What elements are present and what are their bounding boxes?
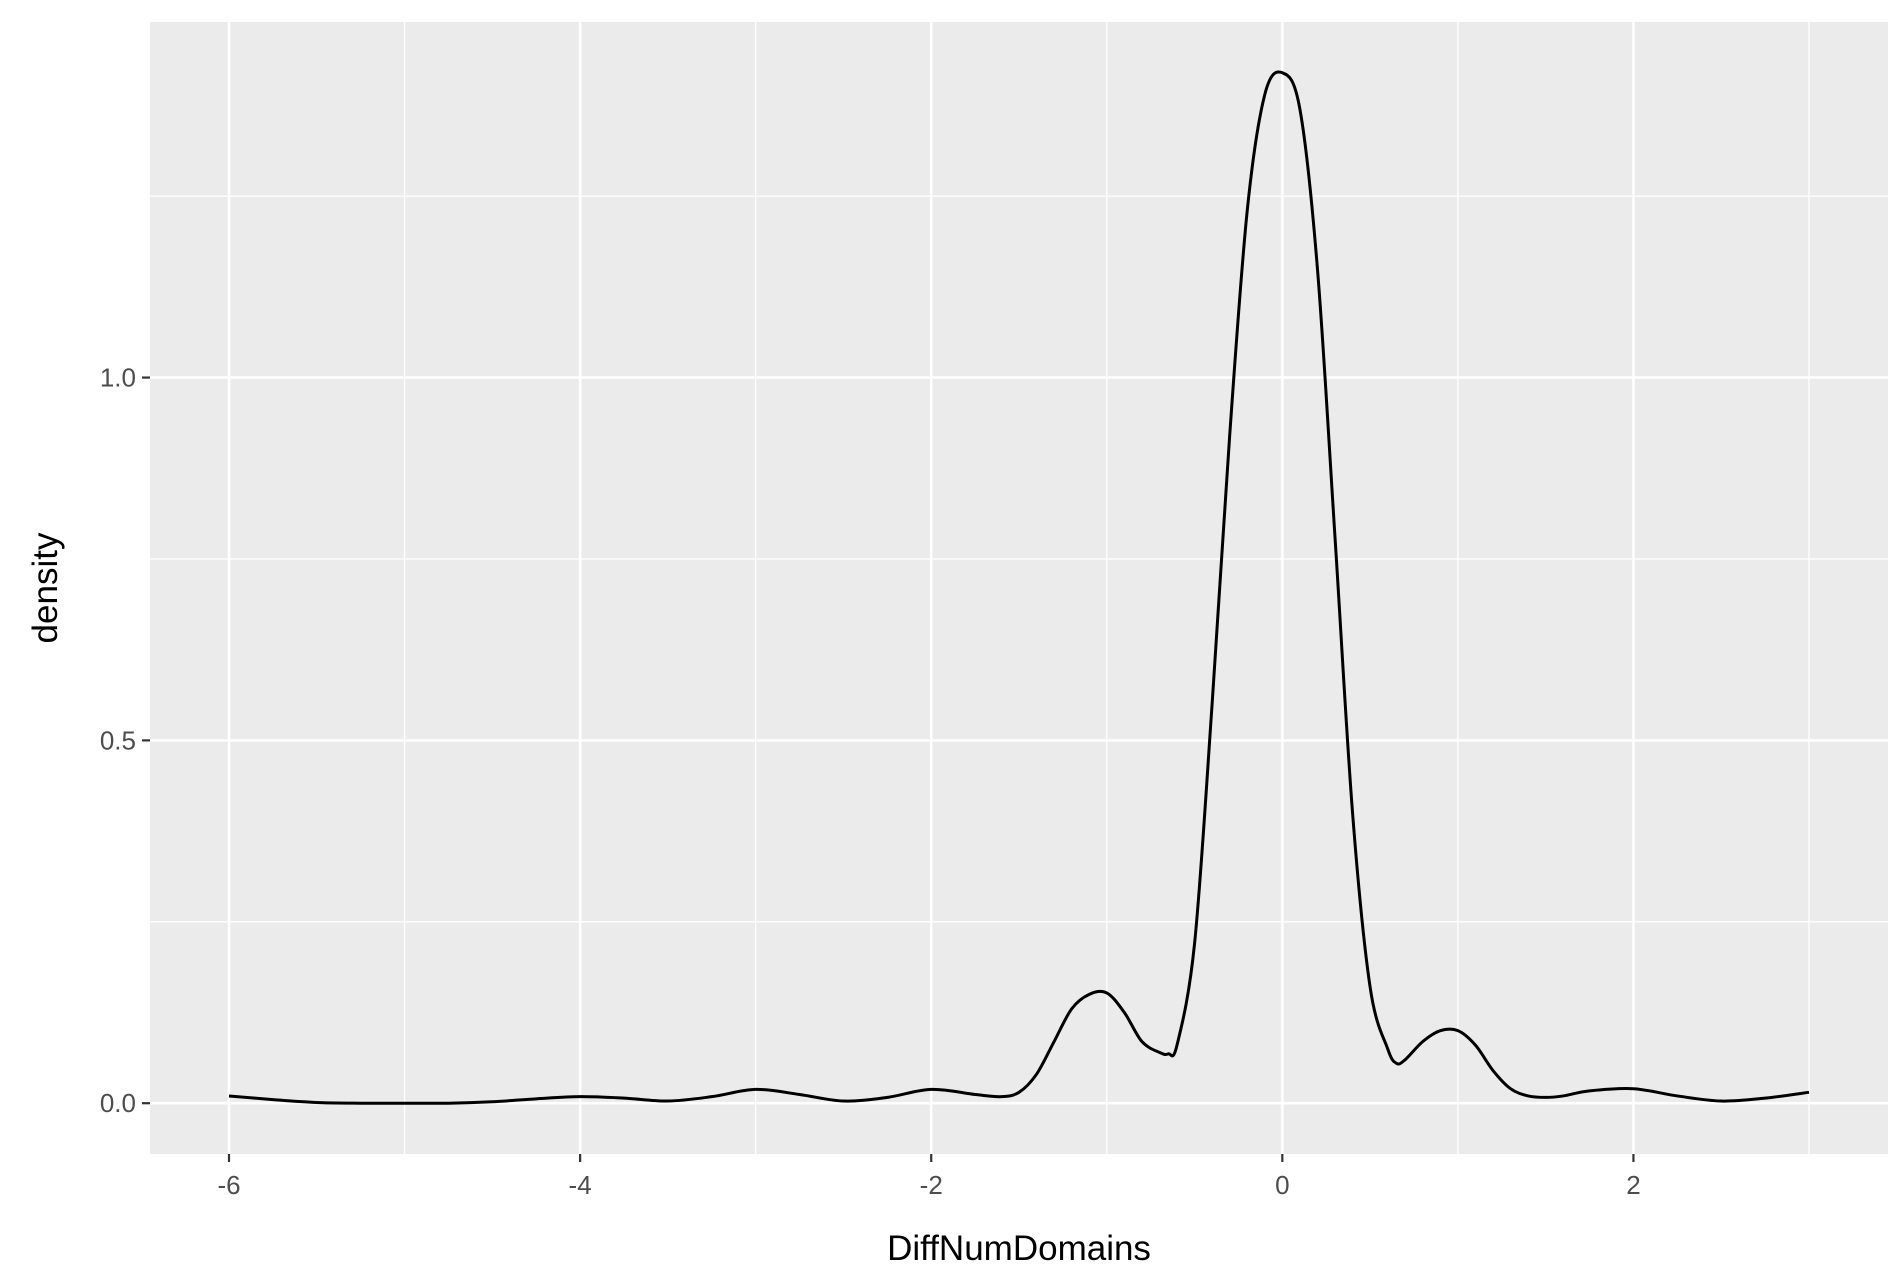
plot-panel (150, 22, 1888, 1154)
y-tick-label: 0.0 (100, 1088, 136, 1118)
y-tick-label: 0.5 (100, 725, 136, 755)
x-tick-label: -6 (217, 1170, 240, 1200)
x-tick-label: -2 (920, 1170, 943, 1200)
density-line (228, 70, 1810, 1105)
y-axis-title: density (26, 532, 65, 643)
y-axis: 0.0 0.5 1.0 (100, 363, 150, 1118)
x-tick-label: -4 (569, 1170, 592, 1200)
x-axis: -6 -4 -2 0 2 (217, 1154, 1641, 1200)
y-tick-label: 1.0 (100, 363, 136, 393)
x-tick-label: 2 (1626, 1170, 1640, 1200)
grid-minor (150, 22, 1888, 1154)
x-axis-title: DiffNumDomains (887, 1229, 1151, 1268)
x-tick-label: 0 (1275, 1170, 1289, 1200)
